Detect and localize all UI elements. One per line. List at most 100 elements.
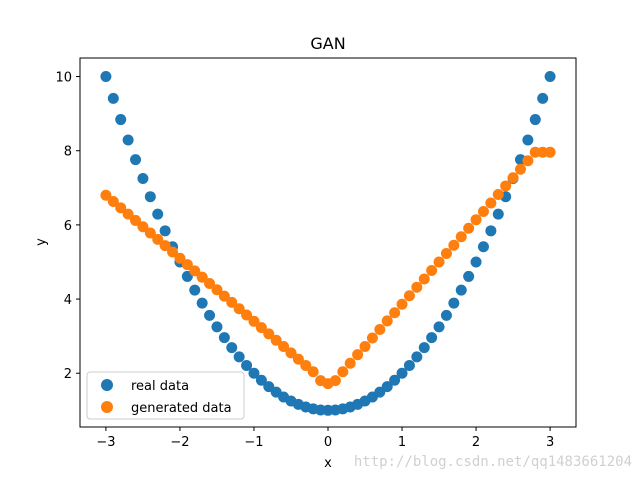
series-real-data	[100, 71, 556, 416]
data-point	[418, 273, 430, 285]
data-point	[248, 315, 260, 327]
data-point	[448, 297, 460, 309]
data-point	[152, 208, 164, 220]
data-point	[492, 188, 504, 200]
data-point	[544, 71, 556, 83]
data-point	[426, 332, 438, 344]
data-point	[218, 332, 230, 344]
data-point	[292, 353, 304, 365]
data-point	[381, 315, 393, 327]
data-point	[181, 259, 193, 271]
data-point	[329, 375, 341, 387]
data-point	[278, 341, 290, 353]
data-point	[130, 214, 142, 226]
data-point	[492, 208, 504, 220]
data-point	[226, 342, 238, 354]
series-generated-data	[100, 146, 556, 390]
data-point	[196, 271, 208, 283]
y-tick-label: 8	[64, 145, 72, 160]
legend-marker-generated-data	[101, 401, 113, 413]
data-point	[396, 367, 408, 379]
data-point	[159, 225, 171, 237]
data-point	[529, 114, 541, 126]
data-point	[470, 214, 482, 226]
data-point	[122, 208, 134, 220]
y-tick-label: 6	[64, 219, 72, 234]
data-point	[130, 154, 142, 166]
data-point	[204, 309, 216, 321]
data-point	[137, 173, 149, 185]
data-point	[300, 359, 312, 371]
data-point	[463, 222, 475, 234]
data-point	[137, 221, 149, 233]
data-point	[440, 247, 452, 259]
plot-area	[100, 71, 556, 416]
data-point	[233, 351, 245, 363]
data-point	[359, 341, 371, 353]
legend-label-real-data: real data	[131, 379, 189, 394]
data-point	[448, 239, 460, 251]
x-tick-label: −1	[244, 435, 263, 450]
data-point	[433, 321, 445, 333]
data-point	[440, 309, 452, 321]
data-point	[248, 367, 260, 379]
data-point	[485, 225, 497, 237]
data-point	[455, 231, 467, 243]
data-point	[226, 296, 238, 308]
data-point	[255, 374, 267, 386]
data-point	[522, 155, 534, 167]
data-point	[115, 114, 127, 126]
y-tick-label: 10	[55, 71, 72, 86]
data-point	[285, 347, 297, 359]
data-point	[263, 328, 275, 340]
data-point	[107, 92, 119, 104]
data-point	[352, 349, 364, 361]
data-point	[270, 334, 282, 346]
data-point	[485, 197, 497, 209]
data-point	[174, 252, 186, 264]
data-point	[344, 357, 356, 369]
data-point	[374, 323, 386, 335]
data-point	[144, 227, 156, 239]
data-point	[255, 322, 267, 334]
legend: real data generated data	[86, 371, 245, 420]
data-point	[433, 256, 445, 268]
y-tick-label: 4	[64, 293, 72, 308]
data-point	[463, 270, 475, 282]
data-point	[152, 233, 164, 245]
data-point	[403, 290, 415, 302]
legend-label-generated-data: generated data	[131, 401, 232, 416]
data-point	[107, 196, 119, 208]
data-point	[426, 264, 438, 276]
data-point	[514, 163, 526, 175]
data-point	[218, 290, 230, 302]
y-tick-label: 2	[64, 367, 72, 382]
x-tick-label: 1	[398, 435, 406, 450]
data-point	[189, 284, 201, 296]
data-point	[537, 92, 549, 104]
data-point	[241, 359, 253, 371]
data-point	[241, 309, 253, 321]
legend-box	[86, 371, 245, 420]
watermark-text: http://blog.csdn.net/qq1483661204	[354, 454, 632, 470]
data-point	[455, 284, 467, 296]
data-point	[389, 374, 401, 386]
data-point	[233, 303, 245, 315]
data-point	[115, 202, 127, 214]
data-point	[337, 366, 349, 378]
data-point	[100, 71, 112, 83]
data-point	[204, 277, 216, 289]
data-point	[100, 189, 112, 201]
data-point	[507, 172, 519, 184]
x-tick-label: 3	[546, 435, 554, 450]
x-tick-label: −3	[96, 435, 115, 450]
legend-marker-real-data	[101, 379, 113, 391]
y-axis-label: y	[34, 238, 49, 246]
data-point	[381, 381, 393, 393]
data-point	[167, 246, 179, 258]
axis-ticks: −3 −2 −1 0 1 2 3 2 4 6 8 10	[55, 71, 554, 450]
data-point	[307, 366, 319, 378]
data-point	[122, 134, 134, 146]
data-point	[389, 307, 401, 319]
